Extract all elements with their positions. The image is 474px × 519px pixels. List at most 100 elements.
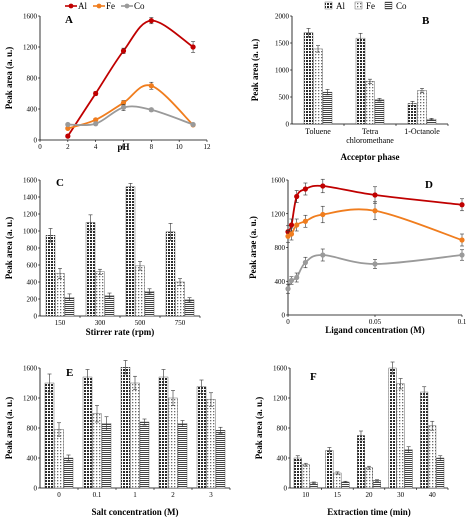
y-tick-label: 400 — [277, 455, 288, 463]
bar-al — [82, 376, 93, 489]
y-tick-label: 1500 — [275, 40, 290, 48]
data-point-al — [65, 133, 71, 139]
data-point-al — [302, 186, 308, 192]
legend-swatch-fe — [354, 1, 363, 10]
y-tick-label: 400 — [275, 278, 286, 286]
data-point-fe — [65, 125, 71, 131]
data-point-al — [320, 183, 326, 189]
x-tick-label: 10 — [302, 491, 310, 499]
x-tick-label: 12 — [204, 143, 212, 151]
x-tick-label: 500 — [135, 319, 146, 327]
bar-fe — [168, 397, 178, 489]
bar-al — [293, 457, 302, 489]
bar-al — [196, 386, 207, 489]
x-tick-label: 40 — [429, 491, 437, 499]
x-tick-label: 10 — [176, 143, 184, 151]
x-axis-label: pH — [117, 142, 129, 152]
bar-fe — [175, 281, 185, 317]
bar-al — [125, 186, 136, 317]
bar-fe — [95, 271, 105, 317]
panel-e: 0 400 800 1200 1600 E Salt concentration (M) Pe… — [4, 360, 231, 517]
legend-swatch-al — [324, 1, 333, 10]
bar-al — [158, 376, 169, 489]
bar-co — [404, 449, 413, 489]
data-point-co — [320, 252, 326, 258]
series-line-al — [67, 19, 194, 137]
y-axis-label: Peak area (a. u.) — [250, 39, 260, 102]
bar-co — [215, 430, 226, 489]
data-point-al — [372, 192, 378, 198]
data-point-co — [294, 274, 300, 281]
y-axis-label: Peak area (a. u.) — [4, 47, 14, 110]
y-axis-label: Peak area (a. u.) — [254, 397, 264, 460]
x-tick-label: 150 — [55, 319, 66, 327]
data-point-co — [372, 261, 378, 267]
bar-co — [374, 99, 385, 125]
y-tick-label: 0 — [34, 313, 38, 321]
panel-a: 0 400 800 1200 1600 ApH Peak area (a. u.) 0 2 4 6 8… — [4, 1, 211, 152]
y-tick-label: 800 — [27, 245, 38, 253]
panel-d: 0 400 800 1200 1600 D Ligand concentration (M)… — [248, 177, 467, 336]
y-tick-label: 0 — [284, 485, 288, 493]
bar-fe — [206, 399, 216, 489]
x-tick-label: 0 — [38, 143, 42, 151]
bar-al — [85, 222, 96, 317]
legend-label-fe: Fe — [366, 1, 375, 11]
bar-co — [373, 480, 381, 489]
y-tick-label: 0 — [34, 137, 38, 145]
x-tick-label: 1 — [133, 491, 137, 499]
x-tick-label: 0.1 — [458, 318, 467, 326]
bar-co — [322, 91, 333, 125]
panel-f: 0 400 800 1200 1600 F Extraction time (min) Pea… — [254, 361, 449, 517]
y-tick-label: 600 — [27, 262, 38, 270]
y-tick-label: 1600 — [23, 365, 38, 373]
legend-marker-co — [124, 3, 130, 9]
x-tick-label: 4 — [94, 143, 98, 151]
x-tick-label: 6 — [122, 143, 126, 151]
y-tick-label: 400 — [27, 455, 38, 463]
panel-letter: A — [65, 14, 73, 26]
x-tick-label: 20 — [366, 491, 374, 499]
data-point-fe — [320, 211, 326, 218]
bar-co — [63, 457, 74, 489]
bar-al — [325, 450, 334, 489]
x-tick-label: Tetra chloromethane — [346, 127, 394, 145]
data-point-co — [65, 121, 71, 128]
data-point-al — [288, 222, 295, 228]
data-point-co — [288, 277, 295, 284]
x-tick-label: 0.1 — [93, 491, 102, 499]
y-tick-label: 500 — [279, 94, 290, 102]
y-tick-label: 1200 — [23, 395, 38, 403]
bar-co — [139, 421, 150, 489]
legend: Al Fe Co — [65, 1, 145, 11]
y-tick-label: 1200 — [271, 210, 286, 218]
panel-letter: C — [56, 177, 64, 189]
bar-fe — [54, 429, 64, 489]
x-tick-label: 1-Octanole — [404, 127, 440, 136]
x-axis-label: Extraction time (min) — [327, 507, 410, 517]
y-tick-label: 1200 — [23, 44, 38, 52]
x-tick-label: 2 — [171, 491, 175, 499]
bar-al — [420, 391, 429, 489]
bar-al — [357, 435, 365, 489]
data-point-fe — [302, 218, 308, 224]
bar-fe — [365, 81, 375, 125]
bar-al — [355, 37, 366, 125]
legend: Al Fe Co — [324, 1, 407, 11]
data-point-co — [459, 252, 465, 258]
bar-fe — [313, 48, 323, 125]
bar-co — [101, 423, 112, 489]
panel-letter: F — [310, 371, 317, 383]
x-tick-label: 3 — [209, 491, 213, 499]
bar-co — [436, 457, 445, 489]
data-point-fe — [294, 222, 300, 228]
y-tick-label: 1000 — [275, 67, 290, 75]
legend-marker-fe — [96, 3, 102, 9]
data-point-fe — [288, 231, 295, 237]
x-tick-label: 15 — [334, 491, 342, 499]
legend-swatch-co — [384, 1, 393, 10]
y-tick-label: 0 — [286, 121, 290, 129]
bar-fe — [135, 265, 145, 317]
x-tick-label: 2 — [66, 143, 70, 151]
